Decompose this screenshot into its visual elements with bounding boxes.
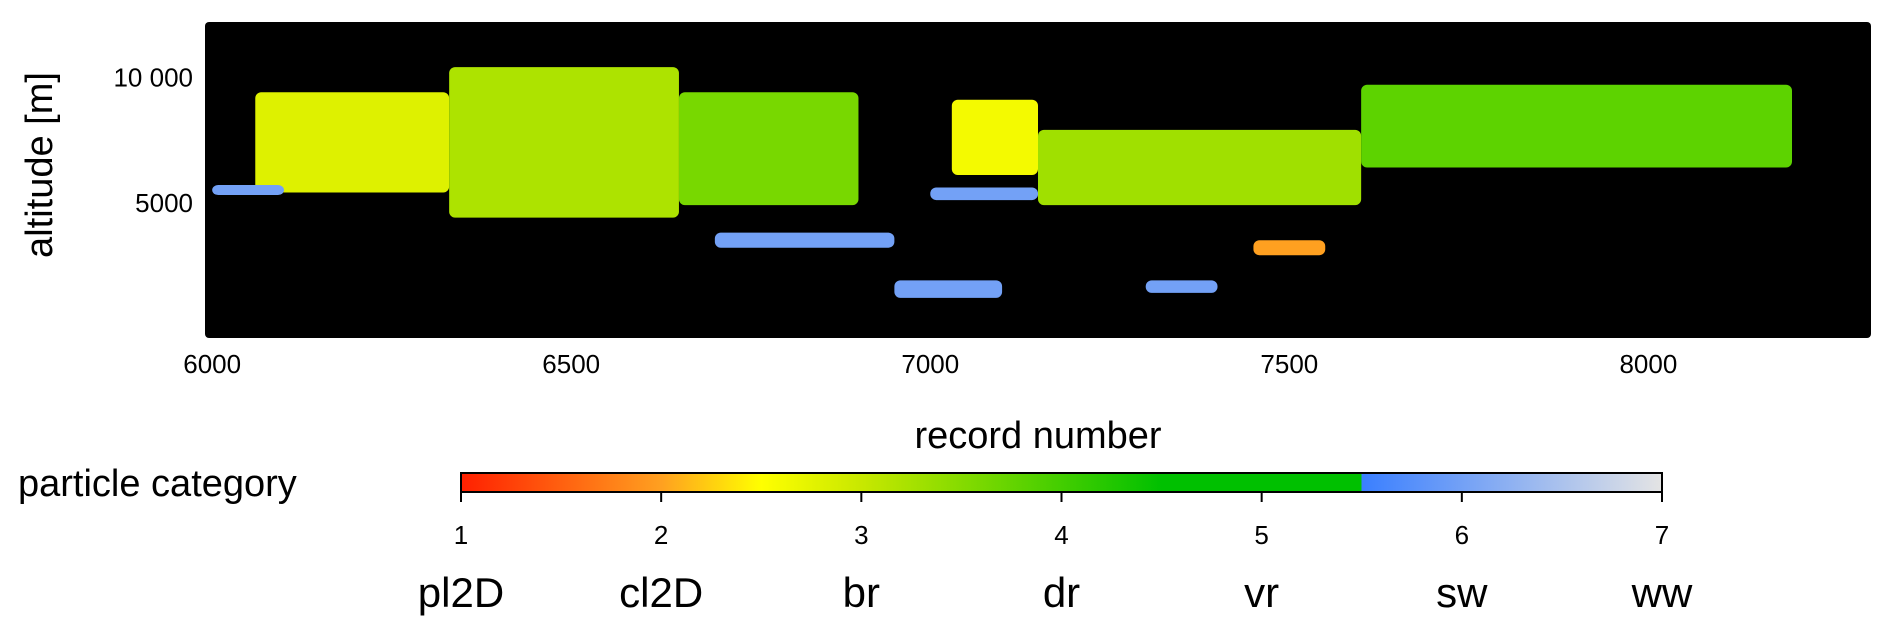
colorbar [460,472,1663,493]
category-label: cl2D [619,569,703,616]
category-label: pl2D [418,569,504,616]
cloud-region [1253,240,1326,256]
cloud-region [894,280,1003,298]
colorbar-tick-label: 7 [1655,520,1669,550]
colorbar-tick-label: 5 [1254,520,1268,550]
y-axis-label: altitude [m] [19,72,61,258]
colorbar-tick-label: 3 [854,520,868,550]
colorbar-label: particle category [18,463,297,505]
colorbar-tick-label: 2 [654,520,668,550]
colorbar-tick-label: 1 [454,520,468,550]
x-tick-label: 6500 [542,349,600,379]
cloud-region [1361,84,1793,168]
category-label: br [843,569,880,616]
y-tick-label: 5000 [135,188,193,218]
cloud-region [255,92,450,193]
colorbar-tick-label: 6 [1455,520,1469,550]
category-label: sw [1436,569,1488,616]
colorbar-tick-label: 4 [1054,520,1068,550]
y-tick-label: 10 000 [113,63,193,93]
category-label: vr [1244,569,1279,616]
cloud-region [212,185,284,196]
x-axis-label: record number [914,415,1161,457]
x-tick-label: 6000 [183,349,241,379]
category-label: dr [1043,569,1080,616]
cloud-region [714,232,895,248]
x-tick-label: 8000 [1619,349,1677,379]
x-tick-label: 7500 [1260,349,1318,379]
cloud-region [951,99,1038,175]
cloud-region [930,187,1038,201]
x-tick-label: 7000 [901,349,959,379]
category-label: ww [1631,569,1693,616]
cloud-region [1145,280,1218,293]
cloud-region [1038,129,1362,206]
cloud-region [449,67,679,218]
cloud-region [678,92,859,206]
